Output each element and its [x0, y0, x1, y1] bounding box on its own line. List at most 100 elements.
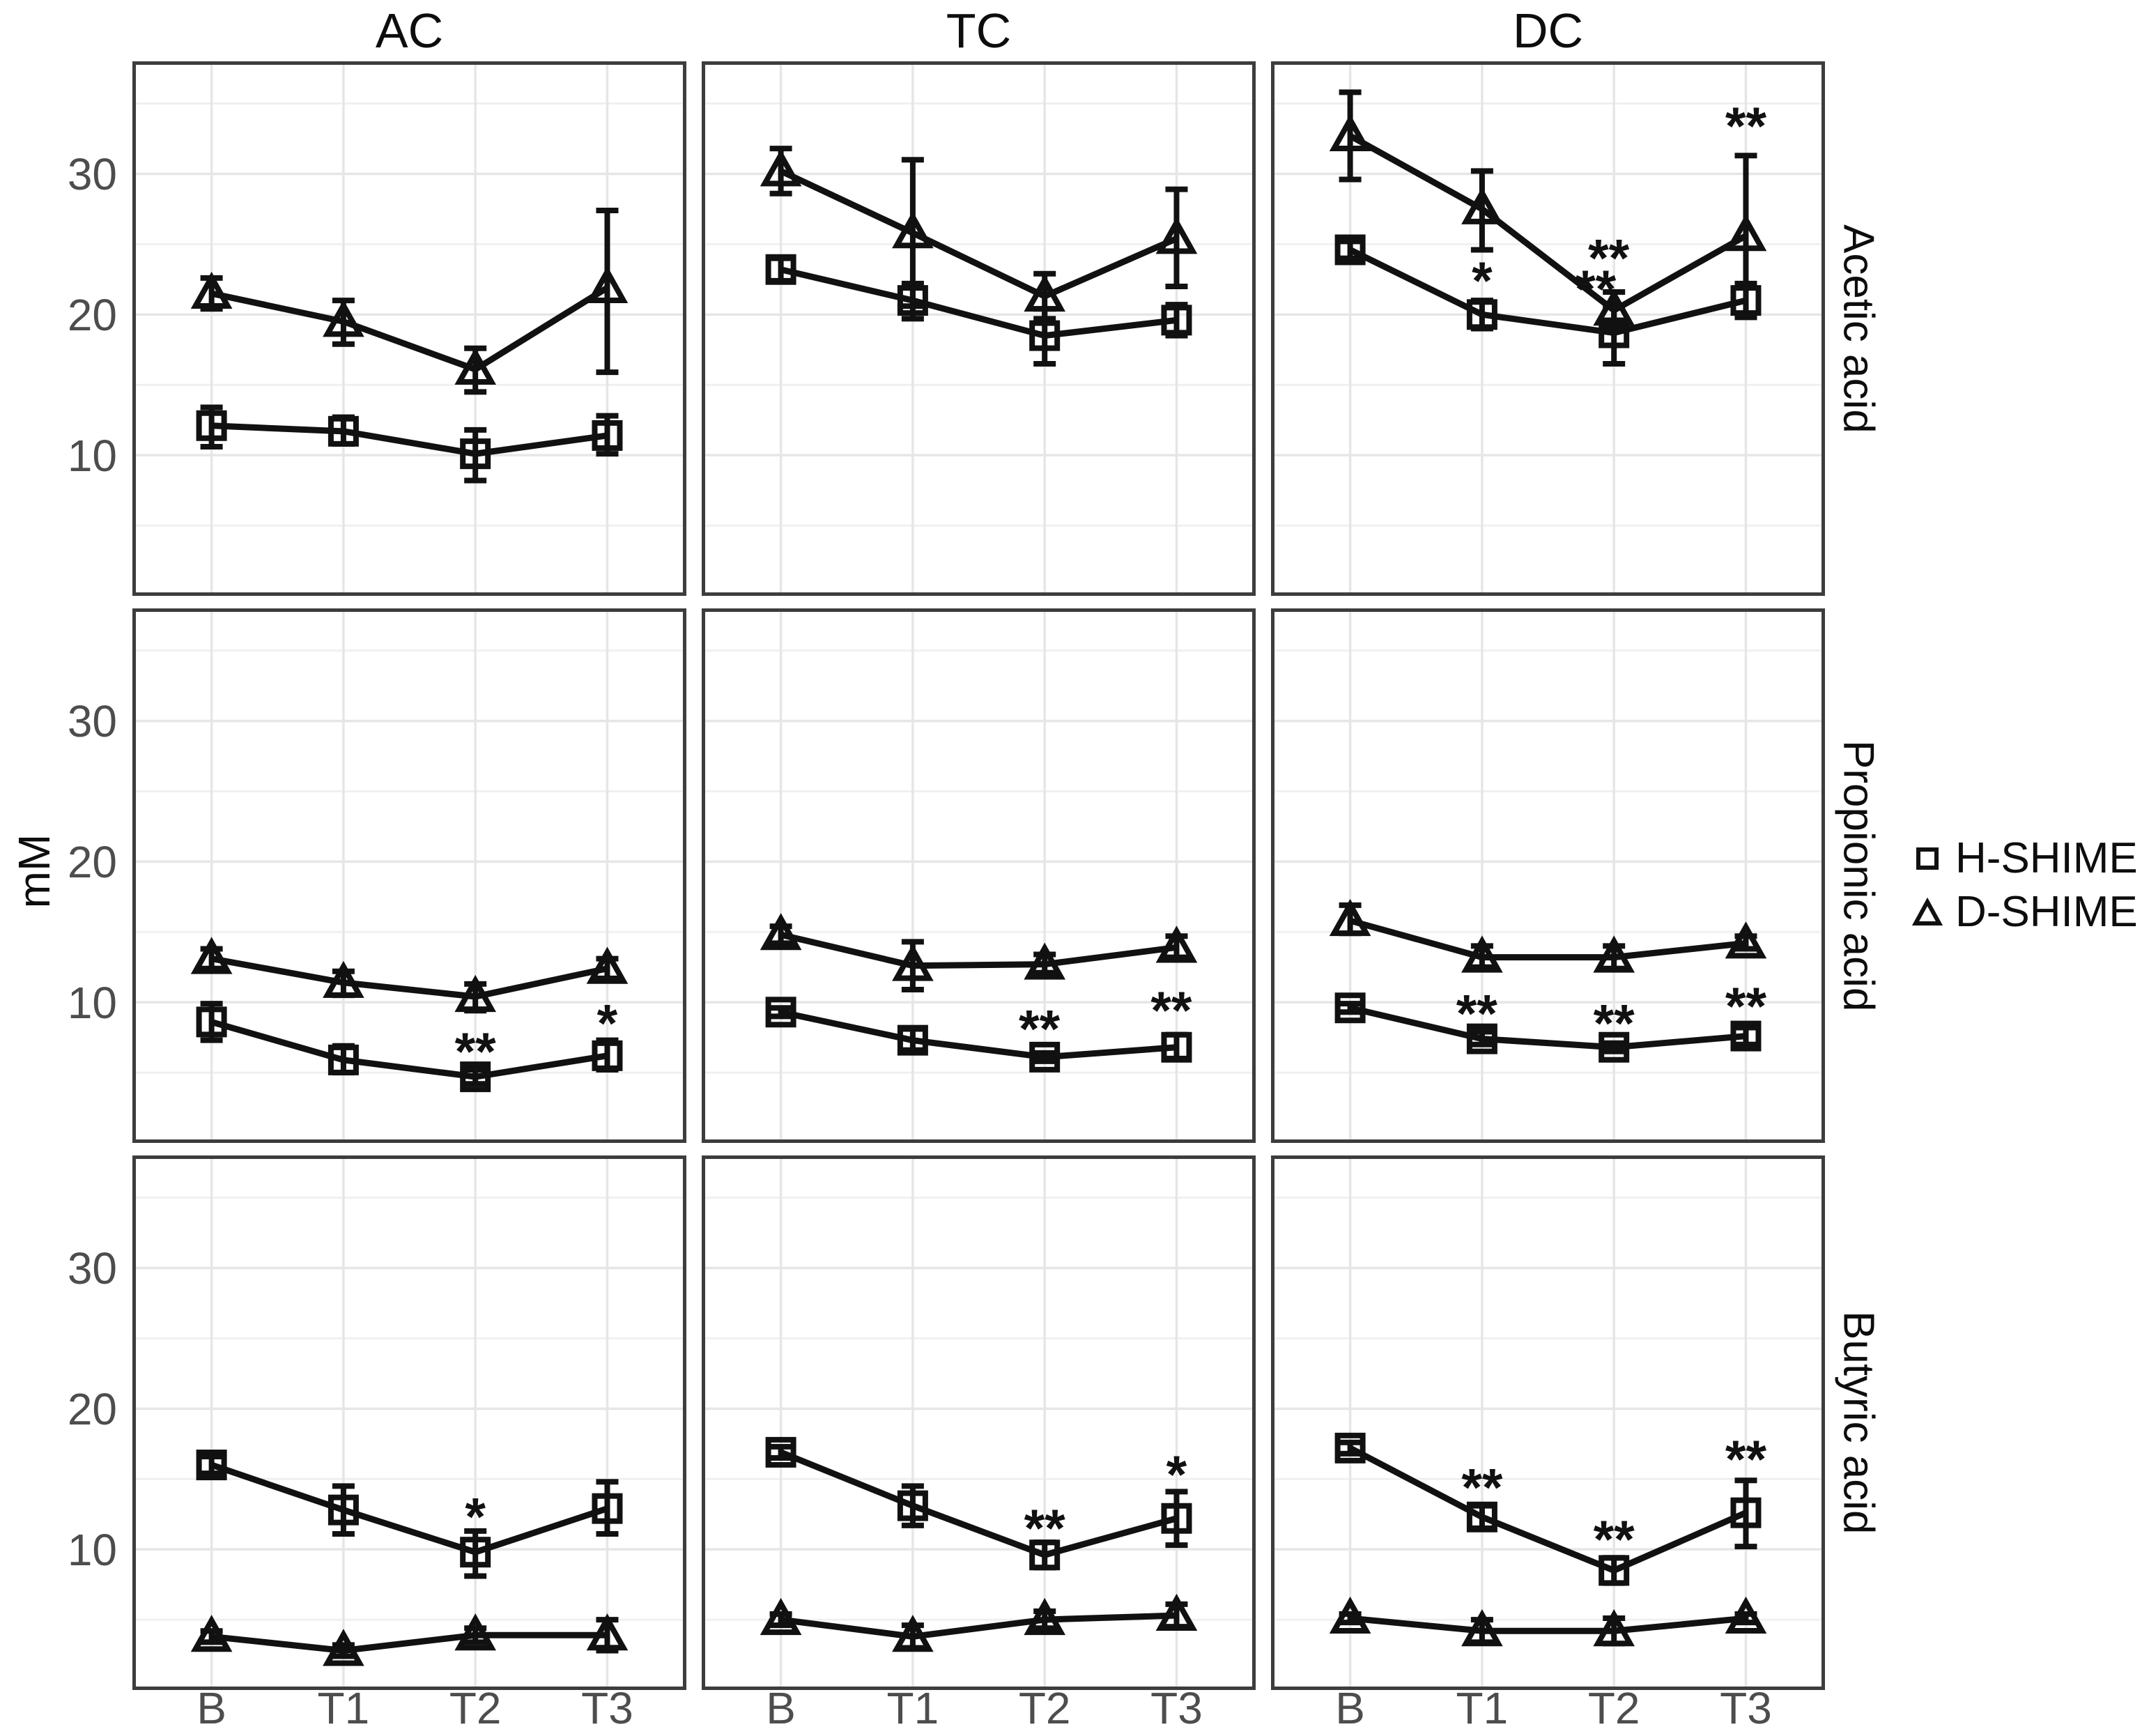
panel-border — [702, 61, 1256, 596]
panel-border — [1271, 61, 1825, 596]
data-point-triangle — [1461, 187, 1503, 224]
data-point-square — [592, 1040, 623, 1071]
data-point-square — [765, 997, 796, 1028]
significance-star: ** — [1725, 97, 1767, 156]
y-tick-label: 30 — [67, 696, 117, 747]
significance-star: * — [465, 1488, 486, 1547]
data-point-square — [592, 1493, 623, 1524]
significance-star: * — [597, 994, 618, 1053]
data-point-square — [328, 1494, 359, 1526]
significance-star: ** — [1456, 984, 1498, 1043]
series-line-d-shime — [780, 1612, 1177, 1640]
panel-border — [702, 608, 1256, 1143]
data-point-square — [1029, 1539, 1061, 1571]
data-point-square — [1730, 1020, 1762, 1052]
data-point-square — [1730, 285, 1762, 316]
data-point-square — [196, 1450, 227, 1481]
data-point-square — [460, 438, 491, 470]
series-line-h-shime — [211, 422, 608, 457]
data-point-triangle — [454, 1613, 497, 1651]
significance-star: ** — [1019, 999, 1061, 1059]
panel-border — [1271, 1155, 1825, 1690]
series-line-h-shime — [1348, 247, 1747, 337]
data-point-triangle — [892, 211, 934, 249]
triangle-marker-icon — [1911, 897, 1943, 925]
data-point-triangle — [1593, 935, 1635, 973]
error-bar-h-shime — [596, 1479, 619, 1537]
significance-star: * — [1472, 252, 1493, 311]
data-point-square — [1599, 1555, 1630, 1586]
x-tick-label: T2 — [1018, 1683, 1071, 1733]
panel-tc-propionic-acid: ** ** — [702, 608, 1256, 1143]
legend-item-h-shime: H-SHIME — [1911, 834, 2138, 883]
error-bar-d-shime — [1165, 186, 1188, 289]
data-point-square — [1334, 1432, 1366, 1464]
x-tick-label: T3 — [1150, 1683, 1203, 1733]
series-line-d-shime — [1348, 133, 1748, 314]
data-point-triangle — [586, 1613, 629, 1651]
panel-border — [1271, 608, 1825, 1143]
data-point-triangle — [1593, 1609, 1635, 1647]
data-point-square — [592, 420, 623, 451]
data-point-triangle — [586, 266, 629, 303]
y-tick-label: 10 — [67, 431, 117, 482]
panel-tc-butyric-acid: *** — [702, 1155, 1256, 1690]
series-line-d-shime — [780, 931, 1178, 969]
y-tick-label: 30 — [67, 1243, 117, 1294]
data-point-triangle — [892, 1615, 934, 1652]
x-tick-label: T1 — [1456, 1683, 1509, 1733]
legend: H-SHIME D-SHIME — [1911, 834, 2138, 937]
data-point-square — [765, 1436, 796, 1468]
data-point-triangle — [1725, 1596, 1767, 1634]
y-tick-label: 20 — [67, 837, 117, 888]
data-point-triangle — [1329, 1596, 1371, 1634]
data-point-triangle — [760, 149, 802, 187]
data-point-triangle — [1725, 921, 1767, 959]
series-line-d-shime — [211, 1631, 608, 1654]
data-point-square — [1161, 305, 1192, 336]
error-bar-d-shime — [1339, 89, 1362, 183]
data-point-triangle — [1725, 214, 1767, 252]
panel-border — [702, 1155, 1256, 1690]
data-point-square — [1466, 1023, 1497, 1054]
facet-column-header-ac: AC — [375, 3, 444, 58]
x-tick-label: T3 — [581, 1683, 633, 1733]
y-tick-label: 20 — [67, 1384, 117, 1435]
data-point-square — [1029, 1041, 1061, 1073]
data-point-triangle — [1024, 1597, 1066, 1636]
panel-dc-propionic-acid: ** ** ** — [1271, 608, 1825, 1143]
series-line-d-shime — [779, 168, 1178, 300]
y-tick-label: 10 — [67, 978, 117, 1029]
series-line-d-shime — [210, 285, 609, 374]
data-point-square — [328, 415, 359, 447]
series-line-d-shime — [1350, 1615, 1746, 1634]
error-bar-h-shime — [200, 1453, 223, 1477]
data-point-triangle — [1329, 898, 1371, 937]
significance-star: ** — [1461, 1458, 1503, 1517]
significance-star: ** — [1588, 229, 1630, 289]
data-point-triangle — [1024, 942, 1066, 980]
legend-item-d-shime: D-SHIME — [1911, 887, 2138, 937]
data-point-square — [1466, 1501, 1497, 1533]
data-point-square — [1334, 992, 1366, 1024]
series-line-h-shime — [1349, 1004, 1746, 1051]
panel-dc-acetic-acid: * ****** — [1271, 61, 1825, 596]
facet-row-label-propionic-acid: Propionic acid — [1834, 739, 1883, 1012]
series-line-d-shime — [1349, 917, 1746, 961]
data-point-triangle — [323, 300, 364, 337]
data-point-triangle — [1461, 1609, 1503, 1647]
series-line-h-shime — [779, 1449, 1178, 1558]
data-point-square — [328, 1044, 359, 1075]
data-point-square — [1161, 1031, 1192, 1063]
x-tick-label: B — [197, 1683, 226, 1733]
panel-dc-butyric-acid: ** ** ** — [1271, 1155, 1825, 1690]
data-point-triangle — [1155, 1593, 1198, 1631]
data-point-triangle — [190, 937, 233, 974]
significance-star: * — [1166, 1445, 1187, 1505]
series-line-h-shime — [780, 266, 1177, 339]
x-tick-label: B — [1335, 1683, 1365, 1733]
data-point-triangle — [1155, 217, 1198, 254]
data-point-triangle — [1461, 935, 1503, 973]
data-point-square — [1161, 1503, 1192, 1534]
